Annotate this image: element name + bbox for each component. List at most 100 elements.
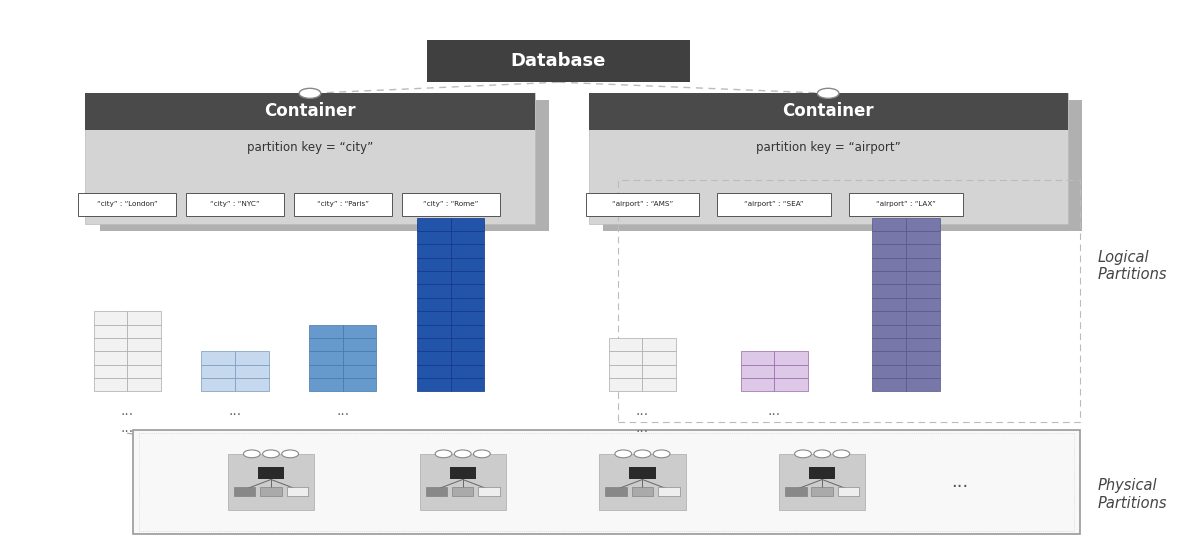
Bar [127, 351, 161, 365]
Bar [452, 487, 473, 496]
Text: Database: Database [510, 52, 607, 71]
Bar [342, 351, 376, 365]
Bar [94, 378, 127, 391]
Bar [741, 378, 775, 391]
Bar [872, 231, 906, 244]
Bar [643, 378, 676, 391]
Bar [775, 351, 808, 365]
Bar [417, 298, 450, 311]
Bar [599, 454, 686, 510]
Circle shape [299, 88, 321, 99]
Text: ...: ... [900, 200, 913, 214]
Bar [426, 40, 691, 82]
Bar [78, 193, 177, 216]
Bar [127, 325, 161, 338]
Bar [186, 193, 285, 216]
Bar [450, 258, 484, 271]
Bar [127, 338, 161, 351]
Bar [342, 365, 376, 378]
Text: Container: Container [264, 102, 355, 120]
Bar [629, 467, 656, 479]
Bar [838, 487, 860, 496]
Text: Logical
Partitions: Logical Partitions [1098, 250, 1167, 282]
Bar [417, 378, 450, 391]
Bar [235, 365, 269, 378]
Text: ...: ... [767, 404, 781, 418]
Bar [127, 378, 161, 391]
Text: ...: ... [444, 200, 458, 214]
Bar [450, 298, 484, 311]
Bar [139, 433, 1074, 531]
Bar [450, 351, 484, 365]
Bar [872, 258, 906, 271]
Bar [609, 338, 643, 351]
Bar [775, 365, 808, 378]
Bar [450, 271, 484, 284]
Bar [779, 454, 865, 510]
Bar [127, 365, 161, 378]
Bar [294, 193, 392, 216]
Bar [94, 311, 127, 325]
Bar [619, 180, 1080, 422]
Bar [234, 487, 256, 496]
Bar [906, 311, 939, 325]
Bar [906, 351, 939, 365]
Text: Container: Container [782, 102, 874, 120]
Bar [417, 338, 450, 351]
Text: ...: ... [228, 404, 241, 418]
Bar [94, 365, 127, 378]
Bar [872, 298, 906, 311]
Bar [417, 365, 450, 378]
Text: partition key = “city”: partition key = “city” [247, 142, 374, 155]
Bar [450, 218, 484, 231]
Bar [310, 365, 342, 378]
Bar [450, 365, 484, 378]
Bar [228, 454, 315, 510]
Circle shape [282, 450, 299, 458]
Bar [741, 351, 775, 365]
Bar [417, 284, 450, 298]
Bar [849, 193, 963, 216]
Text: ...: ... [120, 404, 133, 418]
Bar [450, 338, 484, 351]
Bar [603, 100, 1082, 231]
Bar [906, 244, 939, 258]
Bar [417, 271, 450, 284]
Bar [632, 487, 653, 496]
Bar [450, 284, 484, 298]
Bar [872, 365, 906, 378]
Bar [235, 378, 269, 391]
Bar [425, 487, 447, 496]
Text: “airport” : “SEA”: “airport” : “SEA” [745, 201, 803, 207]
Circle shape [454, 450, 471, 458]
Bar [450, 231, 484, 244]
Bar [342, 378, 376, 391]
Circle shape [653, 450, 670, 458]
Text: ...: ... [120, 421, 133, 435]
Circle shape [818, 88, 839, 99]
Text: “city” : “NYC”: “city” : “NYC” [210, 201, 259, 207]
Bar [417, 244, 450, 258]
Bar [609, 378, 643, 391]
Bar [417, 351, 450, 365]
Text: partition key = “airport”: partition key = “airport” [755, 142, 901, 155]
Bar [872, 378, 906, 391]
Bar [775, 378, 808, 391]
Bar [658, 487, 680, 496]
Bar [417, 231, 450, 244]
Bar [202, 365, 235, 378]
Bar [450, 325, 484, 338]
Bar [906, 284, 939, 298]
Bar [812, 487, 833, 496]
Bar [588, 94, 1068, 129]
Bar [478, 487, 500, 496]
Bar [741, 365, 775, 378]
Text: ...: ... [336, 404, 349, 418]
Bar [906, 325, 939, 338]
Bar [872, 218, 906, 231]
Bar [588, 94, 1068, 224]
Bar [586, 193, 699, 216]
Text: “city” : “Paris”: “city” : “Paris” [317, 201, 369, 207]
Text: “city” : “Rome”: “city” : “Rome” [423, 201, 478, 207]
Bar [643, 351, 676, 365]
